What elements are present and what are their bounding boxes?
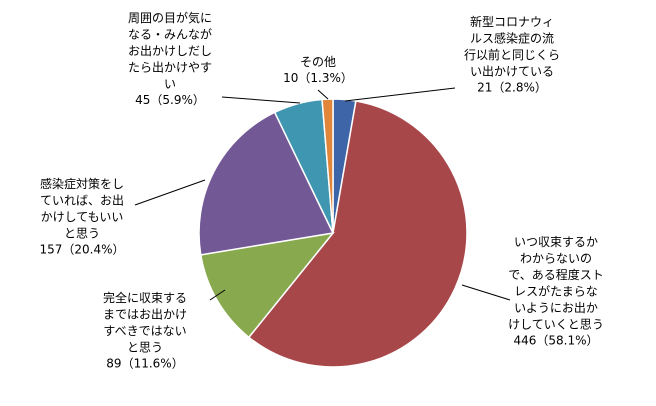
label-line: い出かけている	[470, 64, 554, 78]
leader-line	[221, 96, 301, 104]
value-label: 45（5.9%）	[135, 93, 205, 107]
label-line: 行以前と同じくら	[464, 47, 560, 62]
leader-line	[461, 284, 511, 301]
category-label: 周囲の目が気になる・みんながお出かけしだしたら出かけやすい	[128, 10, 212, 91]
pie-slice	[199, 231, 335, 339]
value-label: 10（1.3%）	[283, 71, 353, 85]
value-label: 21（2.8%）	[477, 81, 547, 95]
label-line: たら出かけやす	[128, 60, 212, 74]
pie-slice	[198, 111, 335, 256]
category-label: 完全に収束するまではお出かけすべきではないと思う	[103, 290, 187, 355]
category-label: 感染症対策をしていれば、お出かけしてもいいと思う	[40, 176, 124, 241]
label-line: いつ収束するか	[514, 235, 598, 249]
label-line: わからないの	[520, 251, 592, 265]
label-line: で、ある程度スト	[508, 267, 604, 282]
leader-line	[344, 87, 456, 102]
label-line: お出かけしだし	[128, 44, 212, 58]
pie-slice	[247, 100, 468, 368]
label-line: 周囲の目が気に	[128, 10, 212, 25]
label-line: ルス感染症の流	[470, 30, 554, 45]
label-line: と思う	[64, 226, 100, 240]
label-line: レスがたまらな	[514, 283, 598, 298]
label-line: かけしてもいい	[41, 210, 124, 224]
category-label: いつ収束するかわからないので、ある程度ストレスがたまらないようにお出かけしていく…	[508, 235, 604, 332]
label-line: 完全に収束する	[103, 290, 187, 305]
label-line: その他	[300, 55, 336, 69]
label-line: まではお出かけ	[103, 307, 187, 321]
category-label: その他	[300, 55, 336, 69]
label-line: と思う	[127, 340, 163, 354]
value-label: 89（11.6%）	[106, 357, 183, 371]
leader-line	[134, 179, 206, 206]
label-line: い	[164, 77, 176, 91]
value-label: 446（58.1%）	[513, 334, 598, 348]
value-label: 157（20.4%）	[39, 243, 124, 257]
label-line: いようにお出か	[514, 301, 598, 315]
label-line: けしていくと思う	[508, 317, 604, 331]
label-line: ていれば、お出	[40, 193, 124, 207]
label-line: すべきではない	[103, 324, 186, 338]
label-line: なる・みんなが	[128, 26, 212, 41]
label-line: 感染症対策をし	[40, 176, 124, 191]
leader-line	[209, 289, 226, 301]
category-label: 新型コロナウィルス感染症の流行以前と同じくらい出かけている	[464, 14, 560, 79]
label-line: 新型コロナウィ	[470, 14, 554, 29]
leader-line	[317, 89, 329, 100]
